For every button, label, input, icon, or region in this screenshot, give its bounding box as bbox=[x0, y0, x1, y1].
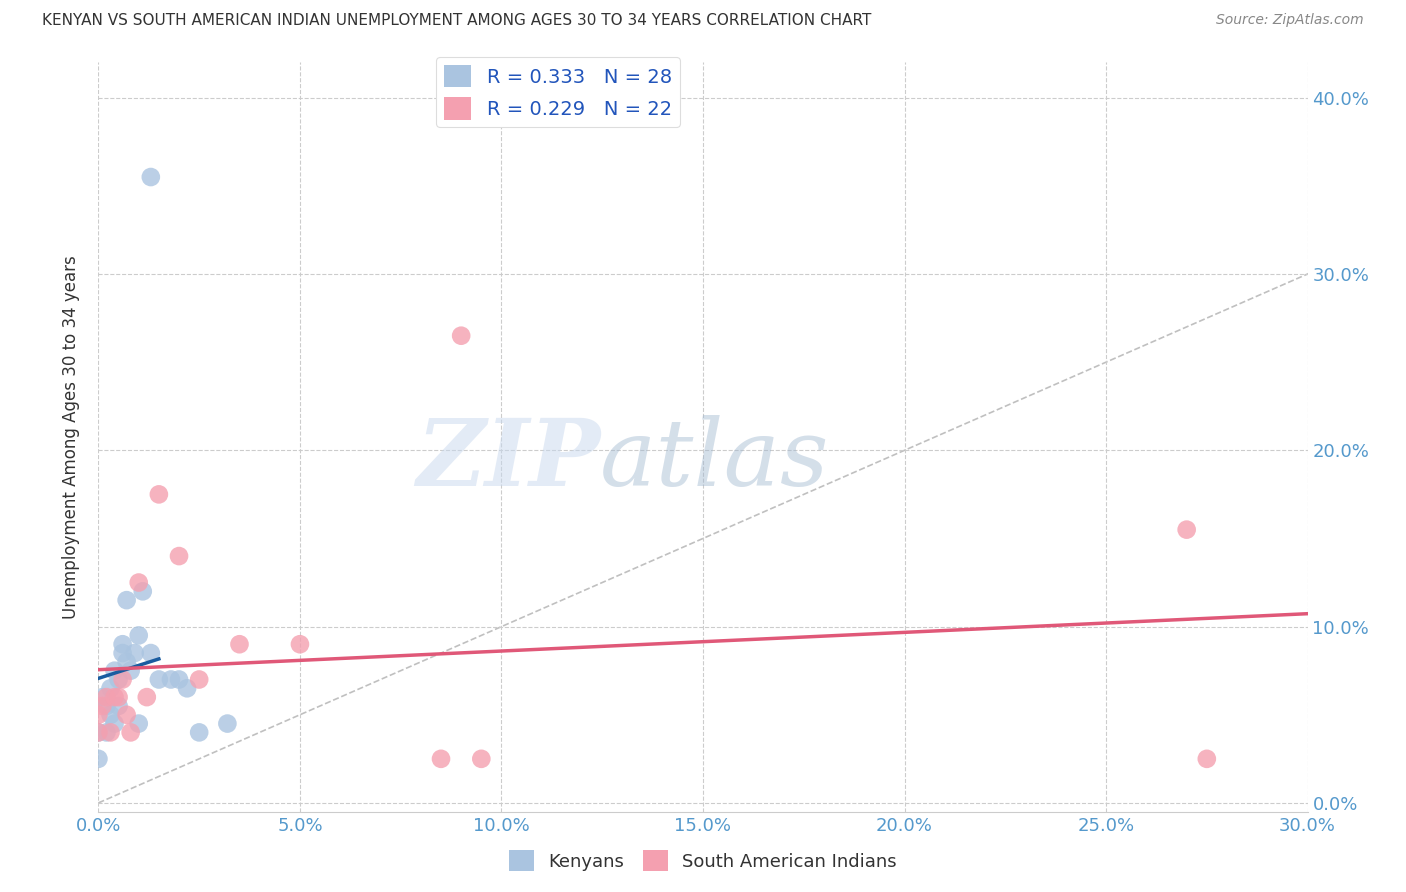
Point bbox=[100, 707, 122, 722]
Point bbox=[128, 716, 150, 731]
Point bbox=[188, 673, 211, 687]
Point bbox=[107, 698, 129, 713]
Legend: R = 0.333   N = 28, R = 0.229   N = 22: R = 0.333 N = 28, R = 0.229 N = 22 bbox=[436, 57, 679, 128]
Point bbox=[115, 707, 138, 722]
Point bbox=[96, 698, 118, 713]
Point bbox=[87, 725, 110, 739]
Point bbox=[128, 575, 150, 590]
Text: atlas: atlas bbox=[600, 415, 830, 505]
Y-axis label: Unemployment Among Ages 30 to 34 years: Unemployment Among Ages 30 to 34 years bbox=[62, 255, 80, 619]
Point bbox=[1195, 752, 1218, 766]
Point bbox=[228, 637, 250, 651]
Point bbox=[160, 673, 183, 687]
Point bbox=[176, 681, 198, 696]
Point bbox=[100, 725, 122, 739]
Legend: Kenyans, South American Indians: Kenyans, South American Indians bbox=[502, 843, 904, 879]
Point bbox=[87, 707, 110, 722]
Point bbox=[148, 487, 170, 501]
Point bbox=[450, 328, 472, 343]
Point bbox=[111, 646, 134, 660]
Point bbox=[139, 169, 162, 184]
Point bbox=[96, 690, 118, 705]
Point bbox=[135, 690, 157, 705]
Point bbox=[96, 725, 118, 739]
Point bbox=[103, 664, 125, 678]
Point bbox=[103, 690, 125, 705]
Text: Source: ZipAtlas.com: Source: ZipAtlas.com bbox=[1216, 13, 1364, 28]
Point bbox=[115, 593, 138, 607]
Point bbox=[100, 681, 122, 696]
Point bbox=[120, 725, 142, 739]
Point bbox=[470, 752, 492, 766]
Point bbox=[188, 725, 211, 739]
Point bbox=[139, 646, 162, 660]
Point bbox=[115, 655, 138, 669]
Point bbox=[107, 690, 129, 705]
Text: KENYAN VS SOUTH AMERICAN INDIAN UNEMPLOYMENT AMONG AGES 30 TO 34 YEARS CORRELATI: KENYAN VS SOUTH AMERICAN INDIAN UNEMPLOY… bbox=[42, 13, 872, 29]
Point bbox=[167, 549, 190, 563]
Point bbox=[217, 716, 239, 731]
Point bbox=[111, 637, 134, 651]
Point bbox=[87, 752, 110, 766]
Point bbox=[91, 698, 114, 713]
Point bbox=[103, 716, 125, 731]
Point bbox=[91, 690, 114, 705]
Point bbox=[288, 637, 311, 651]
Point bbox=[87, 725, 110, 739]
Point bbox=[107, 673, 129, 687]
Point bbox=[124, 646, 146, 660]
Point bbox=[167, 673, 190, 687]
Point bbox=[132, 584, 155, 599]
Text: ZIP: ZIP bbox=[416, 415, 600, 505]
Point bbox=[1175, 523, 1198, 537]
Point bbox=[148, 673, 170, 687]
Point bbox=[120, 664, 142, 678]
Point bbox=[111, 673, 134, 687]
Point bbox=[128, 628, 150, 642]
Point bbox=[430, 752, 453, 766]
